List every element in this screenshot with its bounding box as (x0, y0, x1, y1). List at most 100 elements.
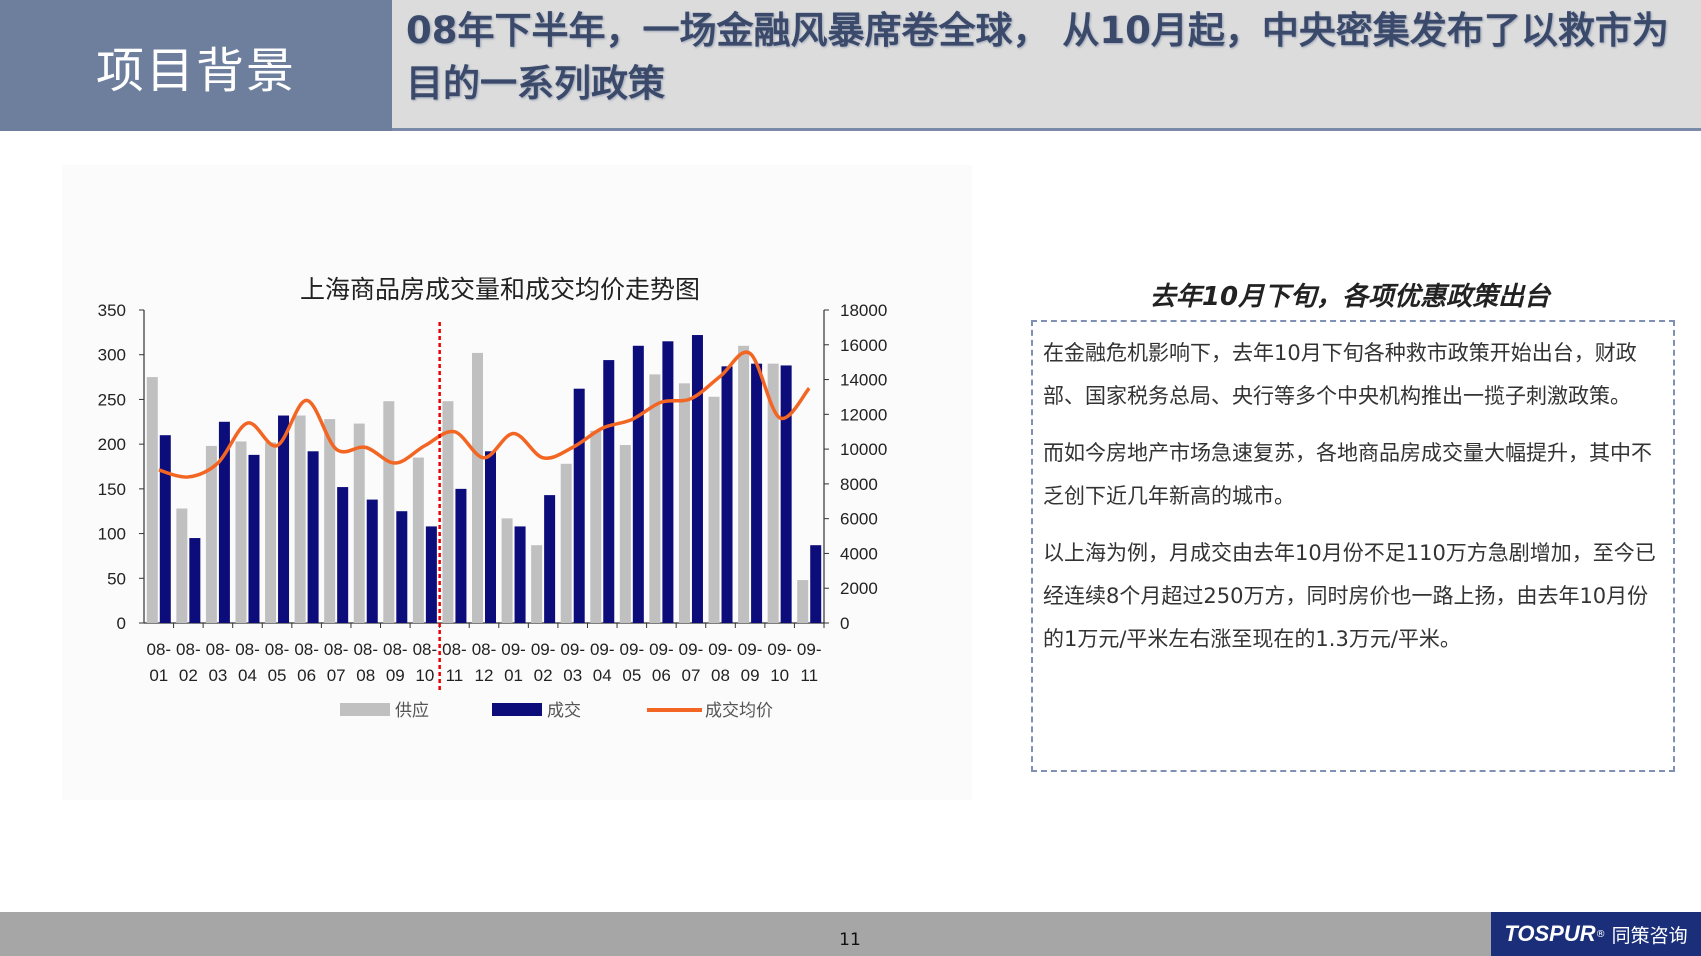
x-tick-label-year: 09- (708, 640, 733, 659)
right-axis-tick-label: 14000 (840, 371, 887, 390)
right-axis-tick-label: 2000 (840, 579, 878, 598)
logo-wordmark: TOSPUR (1504, 921, 1596, 946)
x-tick-label-month: 10 (770, 666, 789, 685)
x-tick-label-year: 09- (679, 640, 704, 659)
logo-chinese-name: 同策咨询 (1611, 924, 1688, 947)
deal-bar (189, 538, 201, 623)
x-tick-label-year: 09- (620, 640, 645, 659)
left-axis-tick-label: 300 (98, 346, 126, 365)
deal-bar (544, 495, 556, 623)
left-axis-tick-label: 150 (98, 480, 126, 499)
supply-bar (767, 363, 779, 623)
x-tick-label-month: 05 (622, 666, 641, 685)
x-tick-label-month: 03 (563, 666, 582, 685)
legend-label-deal: 成交 (547, 701, 581, 721)
x-tick-label-year: 08- (235, 640, 260, 659)
supply-bar (619, 445, 631, 623)
x-tick-label-month: 05 (268, 666, 287, 685)
x-tick-label-year: 09- (531, 640, 556, 659)
x-tick-label-year: 08- (383, 640, 408, 659)
deal-bar (780, 365, 792, 623)
header-section-block: 项目背景 (0, 0, 392, 131)
right-axis-tick-label: 0 (840, 614, 849, 633)
x-tick-label-year: 09- (797, 640, 822, 659)
deal-bar (573, 388, 585, 623)
supply-bar (531, 545, 543, 623)
x-tick-label-year: 08- (176, 640, 201, 659)
x-tick-label-year: 08- (413, 640, 438, 659)
x-tick-label-month: 09 (741, 666, 760, 685)
supply-bar (708, 396, 720, 623)
x-tick-label-year: 08- (324, 640, 349, 659)
header-headline-block: 08年下半年，一场金融风暴席卷全球， 从10月起，中央密集发布了以救市为目的一系… (392, 0, 1701, 131)
deal-bar (632, 345, 644, 623)
deal-bar (810, 545, 822, 623)
x-tick-label-year: 08- (472, 640, 497, 659)
footer-bar (0, 912, 1701, 956)
x-tick-label-month: 07 (681, 666, 700, 685)
x-tick-label-year: 09- (560, 640, 585, 659)
supply-bar (442, 401, 454, 623)
supply-bar (265, 442, 277, 623)
supply-bar (501, 518, 513, 623)
deal-bar (425, 526, 437, 623)
right-axis-tick-label: 12000 (840, 405, 887, 424)
supply-bar (205, 445, 217, 623)
x-tick-label-month: 10 (415, 666, 434, 685)
x-tick-label-month: 01 (504, 666, 523, 685)
deal-bar (307, 451, 319, 623)
deal-bar (721, 366, 733, 623)
deal-bar (337, 487, 349, 623)
right-axis-tick-label: 18000 (840, 301, 887, 320)
supply-bar (146, 377, 158, 623)
x-tick-label-month: 06 (652, 666, 671, 685)
x-tick-label-year: 08- (206, 640, 231, 659)
deal-bar (455, 488, 467, 623)
right-axis-tick-label: 16000 (840, 336, 887, 355)
avg-price-line (158, 350, 811, 479)
right-axis-tick-label: 6000 (840, 510, 878, 529)
deal-bar (159, 435, 171, 623)
x-tick-label-month: 11 (800, 666, 818, 685)
x-tick-label-month: 02 (534, 666, 553, 685)
deal-bar (218, 421, 230, 623)
x-tick-label-year: 08- (353, 640, 378, 659)
x-tick-label-month: 03 (208, 666, 227, 685)
left-axis-tick-label: 0 (117, 614, 126, 633)
supply-bar (590, 430, 602, 623)
x-tick-label-year: 09- (590, 640, 615, 659)
x-tick-label-month: 11 (446, 666, 464, 685)
x-tick-label-year: 09- (649, 640, 674, 659)
supply-bar (738, 345, 750, 623)
x-tick-label-month: 06 (297, 666, 316, 685)
supply-bar (472, 352, 483, 623)
legend-swatch-supply (340, 703, 390, 716)
x-tick-label-year: 09- (738, 640, 763, 659)
deal-bar (248, 454, 260, 623)
panel-title: 去年10月下旬，各项优惠政策出台 (1149, 282, 1551, 312)
legend-swatch-deal (492, 703, 542, 716)
headline: 08年下半年，一场金融风暴席卷全球， 从10月起，中央密集发布了以救市为目的一系… (406, 9, 1669, 105)
right-axis-tick-label: 8000 (840, 475, 878, 494)
panel-paragraph: 以上海为例，月成交由去年10月份不足110万方急剧增加，至今已经连续8个月超过2… (1043, 541, 1656, 651)
x-tick-label-month: 04 (238, 666, 257, 685)
x-tick-label-year: 08- (294, 640, 319, 659)
chart: 0501001502002503003500200040006000800010… (98, 301, 888, 721)
x-tick-label-month: 01 (149, 666, 168, 685)
company-logo: TOSPUR ® 同策咨询 (1491, 912, 1701, 956)
section-title: 项目背景 (95, 42, 296, 99)
panel-paragraph: 而如今房地产市场急速复苏，各地商品房成交量大幅提升，其中不乏创下近几年新高的城市… (1043, 441, 1652, 508)
supply-bar (412, 457, 424, 623)
deal-bar (278, 415, 290, 623)
supply-bar (294, 415, 306, 623)
x-tick-label-year: 08- (146, 640, 171, 659)
deal-bar (691, 335, 703, 623)
x-tick-label-month: 02 (179, 666, 198, 685)
legend-label-supply: 供应 (395, 701, 429, 721)
x-tick-label-year: 08- (265, 640, 290, 659)
legend-label-price: 成交均价 (705, 701, 773, 721)
x-tick-label-month: 04 (593, 666, 612, 685)
supply-bar (797, 580, 809, 623)
left-axis-tick-label: 250 (98, 390, 126, 409)
x-tick-label-month: 12 (475, 666, 494, 685)
